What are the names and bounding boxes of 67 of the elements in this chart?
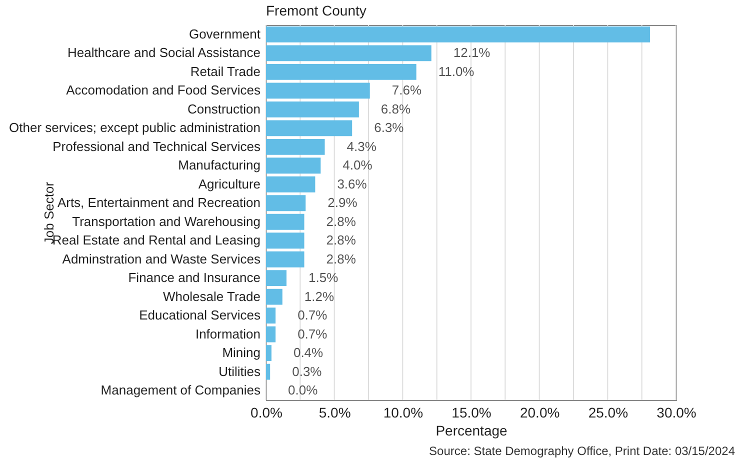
data-label: 2.9% [328, 195, 358, 210]
bar [266, 195, 306, 212]
bar [266, 120, 352, 136]
y-tick-label: Utilities [218, 364, 261, 379]
data-label: 11.0% [438, 64, 475, 79]
bar [266, 82, 370, 99]
y-tick-label: Adminstration and Waste Services [62, 251, 261, 266]
data-label: 6.8% [380, 101, 412, 116]
data-label: 3.6% [337, 176, 368, 192]
data-label: 4.3% [346, 138, 377, 154]
bar [266, 214, 304, 230]
data-label: 0.7% [298, 308, 328, 323]
chart-title: Fremont County [266, 2, 366, 18]
bar [266, 232, 304, 249]
bar [266, 270, 286, 286]
data-label: 0.4% [293, 345, 324, 360]
y-tick-label: Manufacturing [178, 158, 260, 173]
bar [266, 345, 272, 362]
data-label: 0.3% [292, 364, 322, 379]
x-tick-label: 10.0% [383, 404, 424, 420]
data-label: 0.7% [298, 326, 328, 342]
y-tick-label: Healthcare and Social Assistance [68, 45, 260, 60]
source-note: Source: State Demography Office, Print Date: 03/15/2024 [428, 444, 735, 458]
x-tick-label: 0.0% [250, 404, 282, 420]
bar [266, 101, 359, 118]
y-tick-label: Management of Companies [100, 382, 261, 398]
data-label: 2.8% [326, 251, 356, 266]
bar [266, 364, 270, 380]
y-tick-label: Transportation and Warehousing [72, 214, 260, 229]
y-tick-label: Government [188, 26, 261, 42]
data-label: 2.8% [326, 214, 356, 229]
bar [266, 288, 282, 305]
bar [266, 176, 316, 192]
y-tick-label: Retail Trade [190, 64, 260, 79]
data-label: 1.2% [304, 288, 334, 304]
data-label: 0.0% [288, 382, 318, 398]
x-tick-label: 15.0% [452, 404, 492, 420]
x-axis-title: Percentage [436, 422, 508, 438]
bar [266, 251, 304, 268]
bar [266, 138, 325, 155]
bar [266, 45, 432, 62]
x-tick-label: 20.0% [520, 404, 560, 420]
data-label: 4.0% [342, 158, 373, 173]
data-label: 6.3% [374, 120, 404, 136]
data-label: 1.5% [308, 270, 339, 286]
y-tick-label: Accomodation and Food Services [66, 82, 261, 98]
y-tick-label: Other services; except public administration [9, 120, 260, 136]
data-label: 7.6% [392, 82, 422, 98]
x-tick-label: 30.0% [656, 404, 696, 420]
y-tick-label: Agriculture [198, 176, 260, 192]
y-tick-label: Arts, Entertainment and Recreation [57, 195, 260, 210]
bar [266, 326, 276, 342]
y-tick-label: Information [195, 326, 260, 342]
x-tick-label: 25.0% [588, 404, 628, 420]
x-tick-label: 5.0% [318, 404, 351, 420]
y-tick-label: Finance and Insurance [128, 270, 260, 286]
data-label: 12.1% [453, 45, 491, 60]
data-label: 2.8% [326, 232, 356, 248]
y-tick-label: Mining [222, 345, 260, 360]
bar [266, 158, 321, 174]
bar [266, 308, 276, 324]
y-tick-label: Wholesale Trade [162, 288, 260, 304]
bar [266, 64, 416, 80]
bar [266, 26, 650, 42]
y-tick-label: Educational Services [139, 308, 261, 323]
y-tick-label: Professional and Technical Services [52, 138, 261, 154]
y-tick-label: Construction [188, 101, 260, 116]
